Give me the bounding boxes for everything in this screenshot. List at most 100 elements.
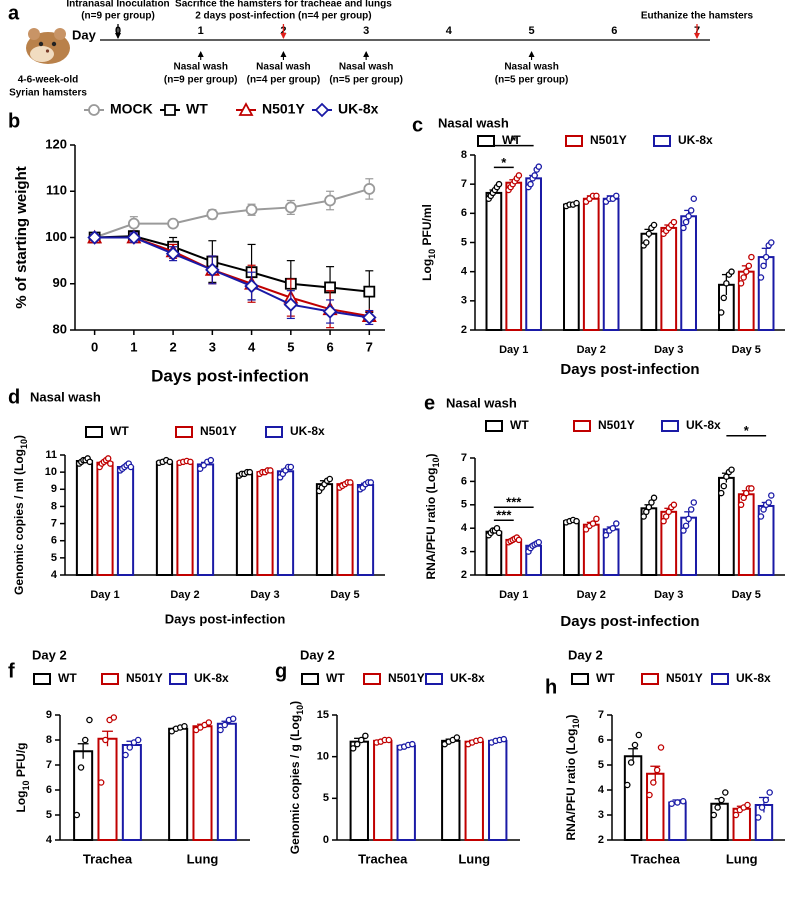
x-axis-label: Days post-infection [560, 361, 699, 378]
bar [121, 744, 142, 841]
data-point [690, 195, 698, 202]
data-point [347, 479, 354, 486]
event-label: (n=5 per group) [329, 75, 403, 86]
y-tick-label: 2 [461, 324, 467, 336]
y-tick-label: 11 [45, 449, 57, 461]
data-point [631, 741, 639, 749]
data-point [358, 736, 365, 744]
bar [276, 470, 295, 576]
data-point [732, 811, 740, 819]
y-tick-label: 7 [598, 709, 604, 721]
bar [660, 226, 678, 332]
y-tick-label: 2 [598, 834, 604, 846]
data-point [740, 274, 747, 281]
x-axis-label: Days post-infection [151, 366, 309, 385]
day-label: Day [72, 27, 97, 42]
data-point [326, 475, 334, 483]
x-tick-label: Trachea [358, 851, 408, 866]
x-tick-label: 5 [287, 339, 294, 354]
x-tick-label: Day 1 [499, 344, 528, 356]
data-point [500, 735, 508, 743]
event-label: Nasal wash [504, 62, 558, 73]
data-point [717, 489, 725, 497]
data-point [650, 779, 657, 786]
panel-letter: f [8, 660, 15, 682]
y-axis-label-part: ) [12, 435, 26, 439]
bar [116, 466, 135, 576]
y-axis-label-part: ) [288, 701, 302, 705]
data-point [685, 212, 692, 220]
data-point [723, 473, 730, 480]
data-point [722, 789, 729, 796]
y-axis-label-part: Genomic copies / g (Log [288, 715, 302, 854]
data-point [107, 460, 114, 467]
legend-label: N501Y [262, 101, 305, 117]
data-point [385, 736, 393, 744]
data-point [762, 796, 770, 804]
y-tick-label: 6 [46, 784, 52, 796]
y-tick-label: 120 [45, 136, 67, 151]
data-point [86, 716, 93, 724]
marker [167, 217, 180, 230]
x-tick-label: Day 3 [654, 344, 683, 356]
data-point [573, 199, 580, 207]
data-point [77, 764, 85, 771]
data-point [744, 801, 751, 809]
x-tick-label: Day 3 [250, 589, 279, 601]
marker [284, 201, 297, 214]
panel-letter: g [275, 660, 287, 682]
legend-label: N501Y [200, 424, 237, 438]
bar [680, 215, 697, 331]
data-point [670, 501, 678, 509]
y-axis-label-part: RNA/PFU ratio (Log [564, 729, 578, 841]
day-number: 3 [363, 25, 369, 37]
y-axis-label-part: 10 [427, 249, 437, 259]
data-point [221, 721, 229, 729]
event-label: Nasal wash [256, 62, 310, 73]
data-point [73, 811, 81, 819]
day-number: 6 [611, 25, 617, 37]
x-tick-label: 6 [326, 339, 333, 354]
data-point [762, 253, 770, 261]
y-tick-label: 8 [461, 149, 467, 161]
animal-label: Syrian hamsters [9, 88, 87, 99]
data-point [650, 221, 658, 229]
data-point [573, 517, 580, 525]
data-point [593, 192, 600, 200]
event-label: Sacrifice the hamsters for tracheae and … [175, 0, 392, 10]
marker [324, 194, 336, 207]
data-point [660, 517, 667, 525]
marker [206, 208, 219, 221]
legend-swatch [565, 135, 583, 147]
data-point [679, 798, 687, 805]
y-tick-label: 6 [461, 207, 467, 219]
legend-swatch [169, 673, 187, 685]
legend-swatch [641, 673, 659, 685]
y-tick-label: 6 [598, 734, 604, 746]
y-axis-label: % of starting weight [13, 166, 30, 309]
day-number: 4 [446, 25, 453, 37]
x-tick-label: Lung [726, 851, 758, 866]
panel-letter: d [8, 386, 20, 408]
event-label: Euthanize the hamsters [641, 11, 754, 22]
data-point [362, 732, 369, 740]
data-point [687, 207, 695, 214]
x-axis-label: Days post-infection [560, 613, 699, 630]
data-point [748, 485, 755, 492]
y-axis-label-part: PFU/ml [420, 204, 434, 249]
data-point [453, 734, 461, 741]
panel-letter: h [545, 676, 557, 698]
chart-title: Nasal wash [446, 395, 517, 410]
marker [324, 281, 336, 294]
data-point [657, 744, 665, 751]
event-arrowhead [280, 51, 287, 57]
marker [362, 310, 377, 325]
bar [563, 203, 580, 331]
legend-label: N501Y [666, 671, 703, 685]
data-point [653, 766, 661, 774]
data-point [349, 745, 357, 752]
marker [205, 262, 220, 278]
event-label: Nasal wash [173, 62, 227, 73]
y-tick-label: 10 [45, 466, 57, 478]
